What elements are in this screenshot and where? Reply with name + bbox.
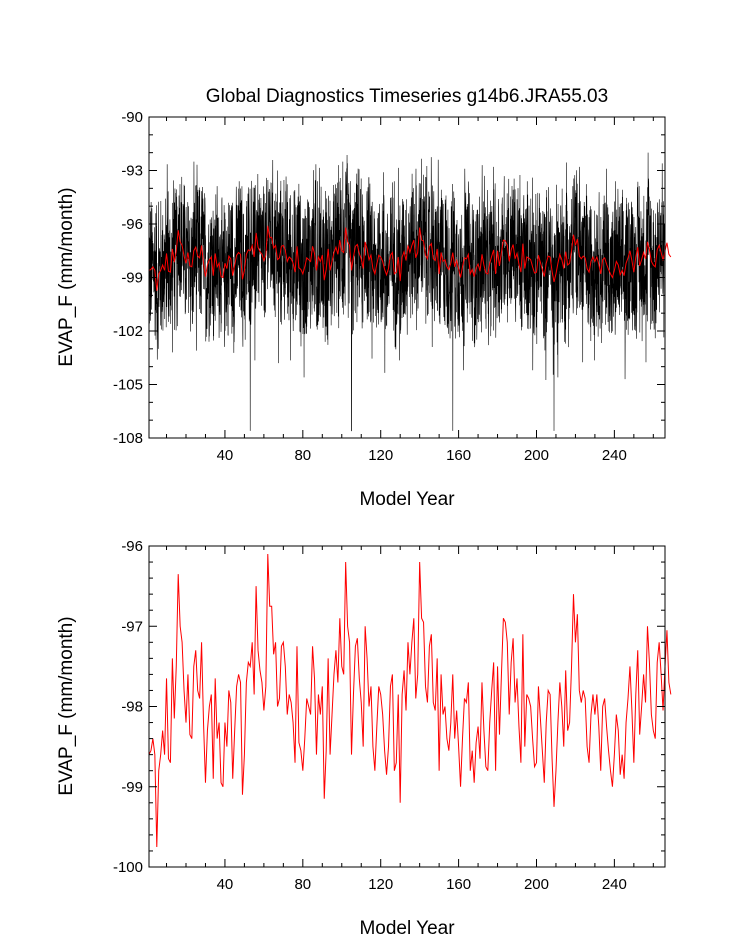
top-chart-title: Global Diagnostics Timeseries g14b6.JRA5… — [206, 86, 608, 107]
bottom-x-tick-label: 80 — [294, 876, 311, 893]
top-y-tick-label: -96 — [121, 216, 143, 233]
top-y-tick-label: -105 — [113, 377, 143, 394]
bottom-axis-ticks: 40 80 120 160 200 240 -100 -99 -98 -97 -96 — [113, 538, 665, 893]
top-x-tick-label: 240 — [602, 447, 627, 464]
top-axis-ticks: 40 80 120 160 200 240 -108 -105 -102 -99 -96 -93 -90 — [113, 109, 665, 464]
top-panel: Global Diagnostics Timeseries g14b6.JRA5… — [56, 86, 672, 510]
bottom-y-axis-label: EVAP_F (mm/month) — [56, 616, 77, 795]
top-x-tick-label: 120 — [368, 447, 393, 464]
top-y-tick-label: -108 — [113, 430, 143, 447]
bottom-x-axis-label: Model Year — [359, 918, 455, 939]
top-x-tick-label: 40 — [217, 447, 234, 464]
bottom-x-tick-label: 240 — [602, 876, 627, 893]
top-annual-mean-line — [148, 225, 672, 291]
top-y-axis-label: EVAP_F (mm/month) — [56, 187, 77, 366]
bottom-plot-frame — [148, 545, 666, 868]
bottom-x-tick-label: 160 — [446, 876, 471, 893]
bottom-y-tick-label: -98 — [121, 699, 143, 716]
bottom-y-tick-label: -100 — [113, 859, 143, 876]
top-monthly-series-line — [148, 152, 665, 432]
bottom-plot-lines — [148, 554, 672, 847]
top-y-tick-label: -102 — [113, 323, 143, 340]
bottom-x-tick-label: 200 — [524, 876, 549, 893]
bottom-y-tick-label: -97 — [121, 618, 143, 635]
top-y-tick-label: -99 — [121, 270, 143, 287]
bottom-x-tick-label: 120 — [368, 876, 393, 893]
bottom-panel: 40 80 120 160 200 240 -100 -99 -98 -97 -96 Model Y… — [56, 538, 672, 939]
bottom-y-tick-label: -99 — [121, 779, 143, 796]
top-x-axis-label: Model Year — [359, 489, 455, 510]
top-plot-lines — [148, 152, 672, 432]
top-x-tick-label: 200 — [524, 447, 549, 464]
top-y-tick-label: -93 — [121, 163, 143, 180]
top-x-tick-label: 80 — [294, 447, 311, 464]
bottom-y-tick-label: -96 — [121, 538, 143, 555]
bottom-annual-mean-line — [148, 554, 672, 847]
top-y-tick-label: -90 — [121, 109, 143, 126]
bottom-x-tick-label: 40 — [217, 876, 234, 893]
top-x-tick-label: 160 — [446, 447, 471, 464]
